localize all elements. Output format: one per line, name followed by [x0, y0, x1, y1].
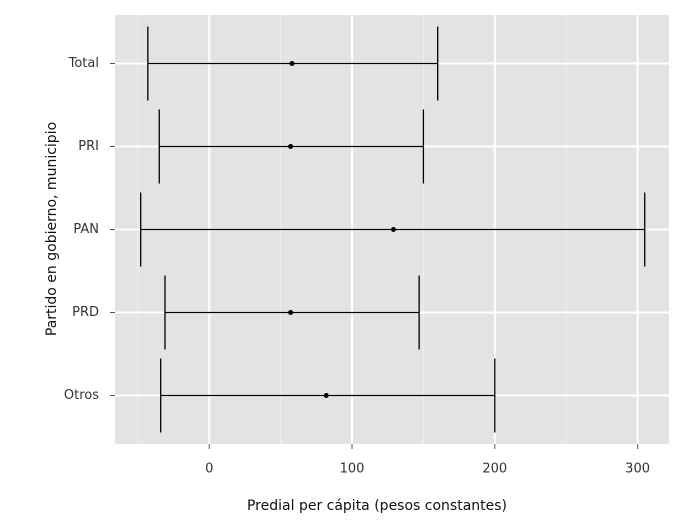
point	[288, 310, 294, 315]
point	[390, 227, 396, 232]
x-tick-label: 0	[205, 462, 213, 477]
point	[288, 144, 294, 149]
y-axis-title: Partido en gobierno, municipio	[44, 122, 60, 336]
x-tick-label: 200	[482, 462, 507, 477]
y-tick-label: PRI	[78, 139, 99, 154]
marks	[140, 26, 646, 433]
y-tick-label: Total	[68, 56, 99, 71]
x-tick-label: 300	[625, 462, 650, 477]
x-axis-title: Predial per cápita (pesos constantes)	[247, 498, 507, 514]
y-tick-label: PAN	[73, 222, 99, 237]
x-tick-label: 100	[340, 462, 365, 477]
y-tick-label: Otros	[64, 388, 99, 403]
y-tick-label: PRD	[72, 305, 99, 320]
point	[323, 393, 329, 398]
point	[289, 61, 295, 66]
